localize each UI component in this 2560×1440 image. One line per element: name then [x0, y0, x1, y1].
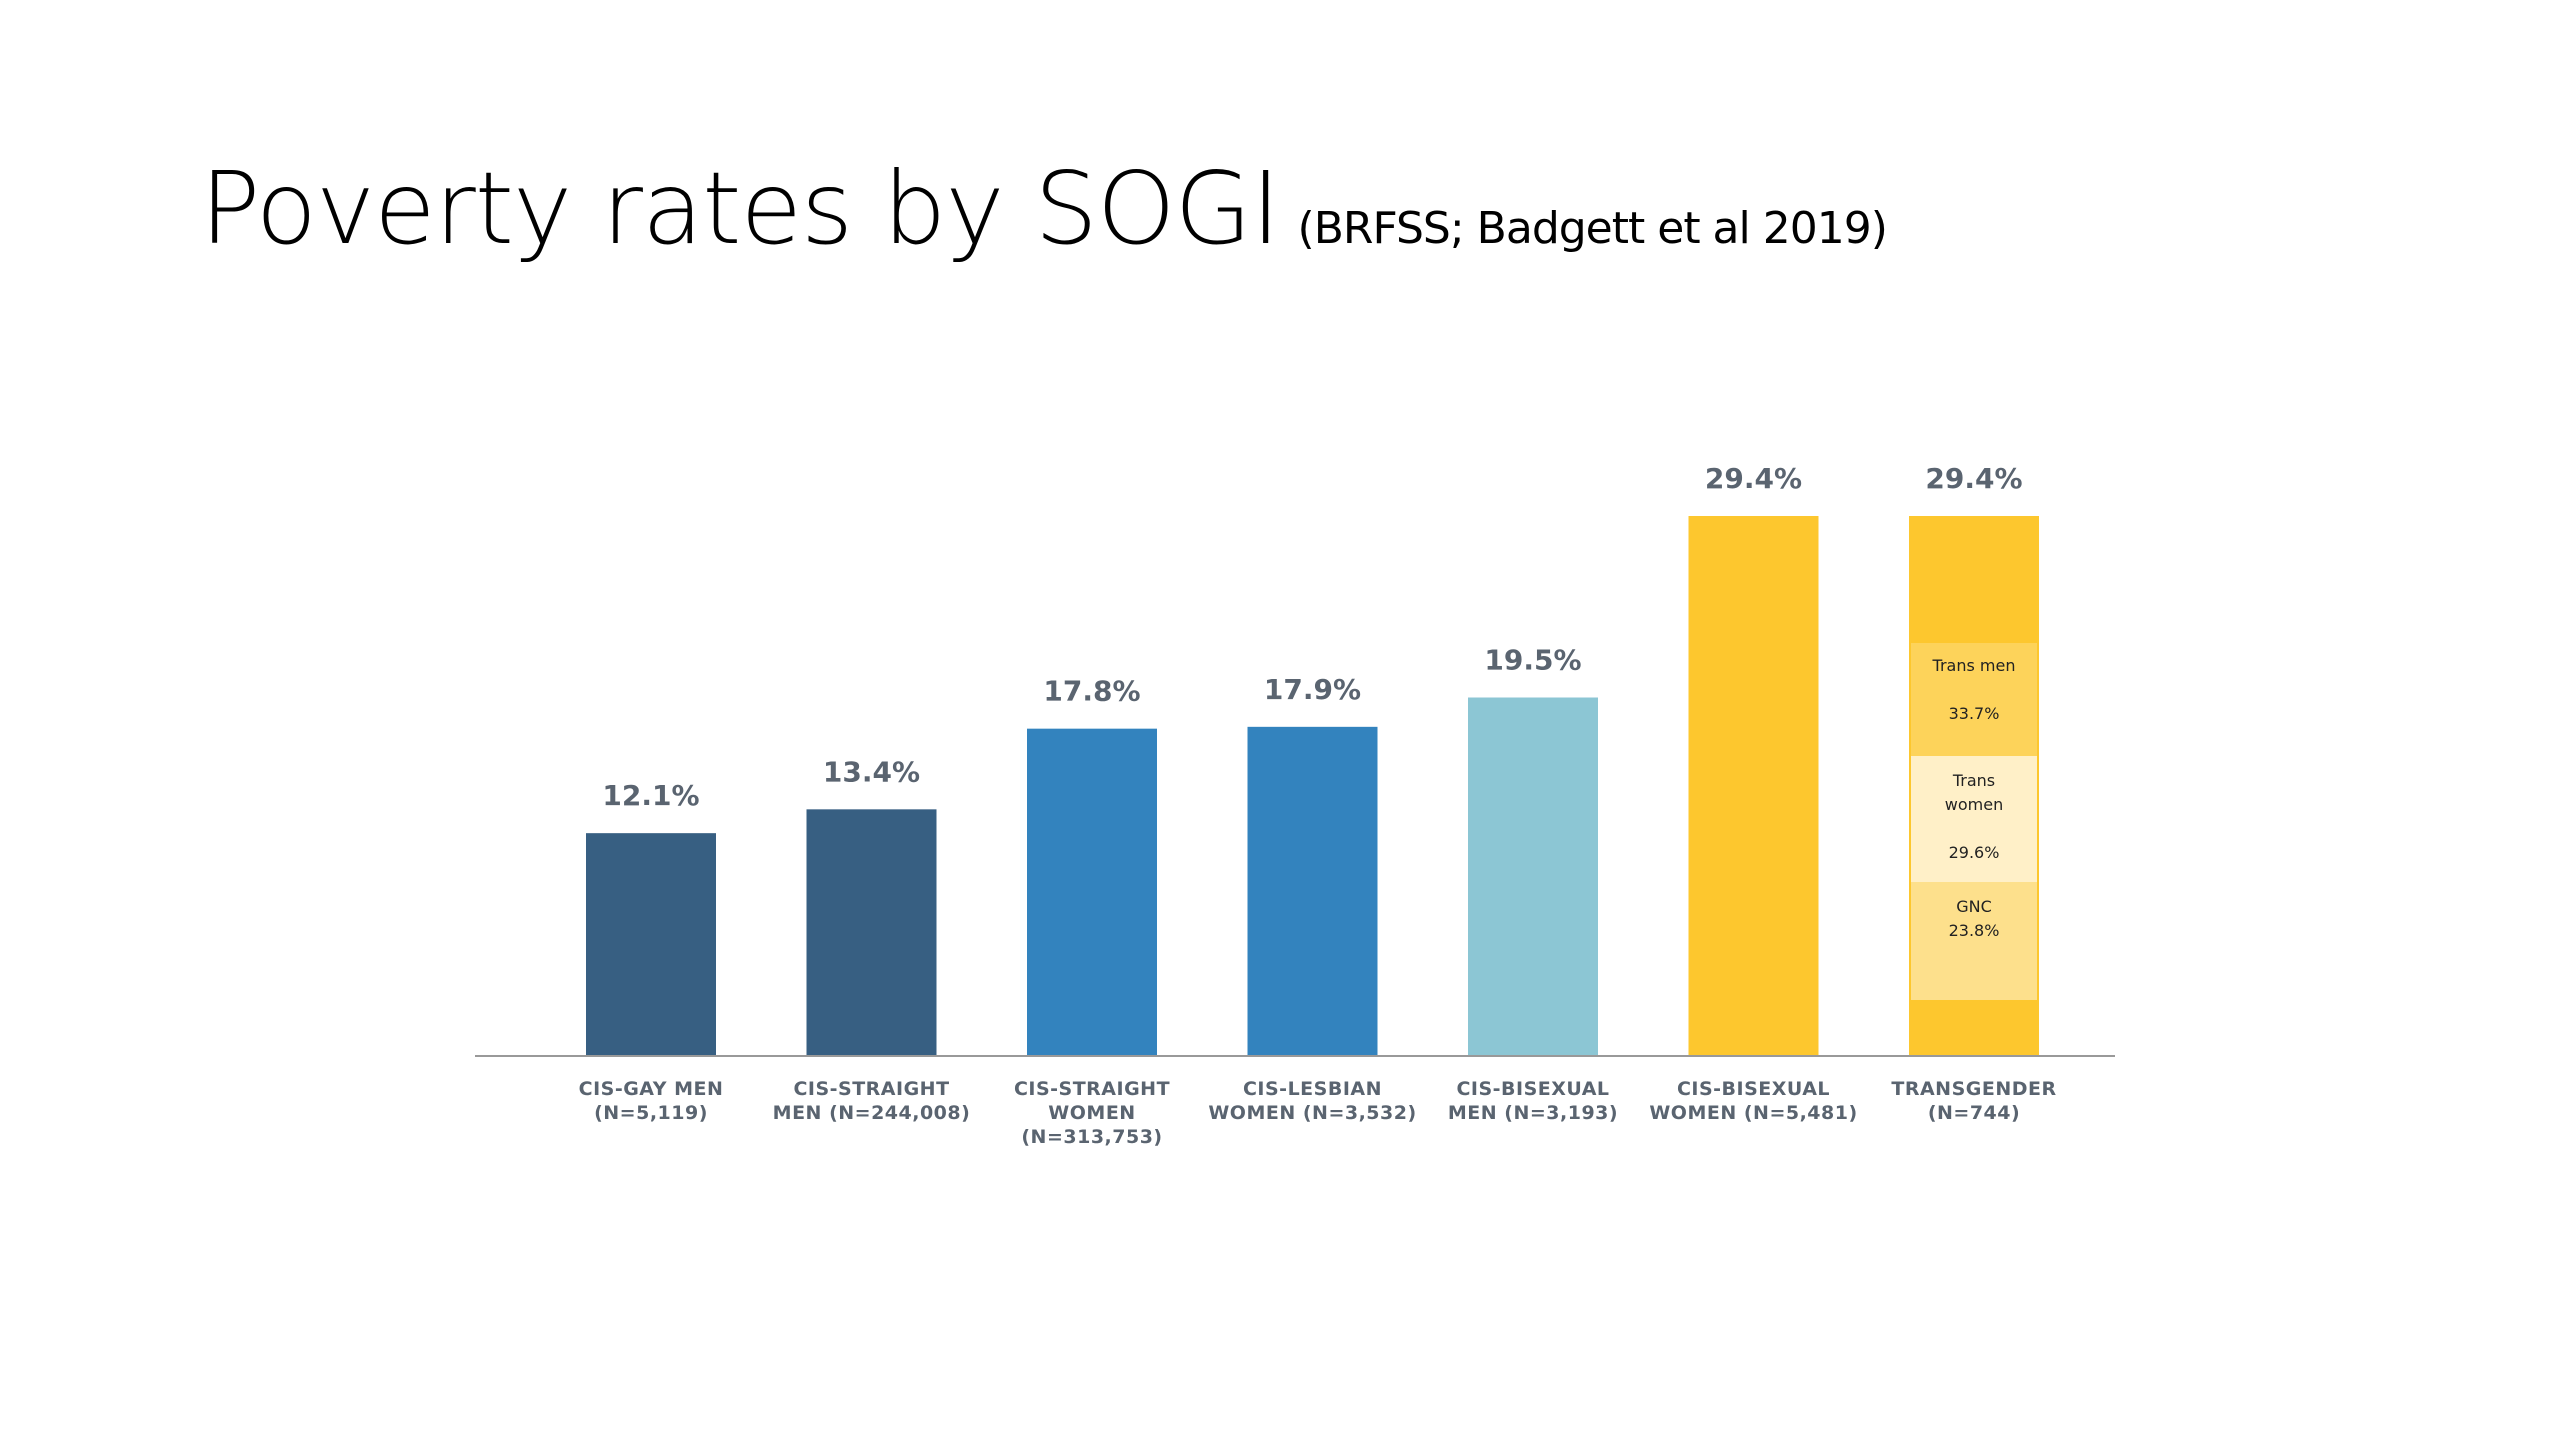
title-main: Poverty rates by SOGI — [200, 150, 1281, 267]
segment-value-1: 33.7% — [1949, 704, 2000, 723]
bar-3 — [1027, 728, 1157, 1055]
value-label-5: 19.5% — [1484, 644, 1581, 677]
transgender-segment-1 — [1911, 643, 2037, 756]
transgender-segment-2 — [1911, 756, 2037, 882]
segment-name-2-2: women — [1945, 795, 2003, 814]
bar-2 — [806, 809, 937, 1055]
slide-title: Poverty rates by SOGI (BRFSS; Badgett et … — [200, 150, 1888, 267]
bar-6 — [1688, 516, 1819, 1055]
category-label-2-1: CIS-STRAIGHT — [793, 1078, 949, 1100]
value-label-1: 12.1% — [602, 779, 699, 812]
segment-value-3: 23.8% — [1949, 921, 2000, 940]
category-label-3-2: WOMEN — [1048, 1102, 1135, 1124]
segment-name-3-1: GNC — [1956, 897, 1992, 916]
value-label-4: 17.9% — [1264, 673, 1361, 706]
category-label-6-2: WOMEN (N=5,481) — [1649, 1102, 1857, 1124]
value-label-3: 17.8% — [1043, 675, 1140, 708]
category-label-4-1: CIS-LESBIAN — [1243, 1078, 1382, 1100]
category-label-1-2: (N=5,119) — [594, 1102, 708, 1124]
category-label-1-1: CIS-GAY MEN — [579, 1078, 724, 1100]
title-source: (BRFSS; Badgett et al 2019) — [1297, 203, 1888, 254]
category-label-6-1: CIS-BISEXUAL — [1677, 1078, 1830, 1100]
segment-name-2-1: Trans — [1952, 771, 1995, 790]
category-label-5-1: CIS-BISEXUAL — [1456, 1078, 1609, 1100]
category-label-5-2: MEN (N=3,193) — [1448, 1102, 1618, 1124]
bar-4 — [1247, 726, 1378, 1055]
category-label-2-2: MEN (N=244,008) — [773, 1102, 971, 1124]
segment-value-2: 29.6% — [1949, 843, 2000, 862]
value-label-6: 29.4% — [1705, 462, 1802, 495]
category-label-3-3: (N=313,753) — [1021, 1126, 1162, 1148]
category-label-4-2: WOMEN (N=3,532) — [1208, 1102, 1416, 1124]
segment-name-1-1: Trans men — [1932, 656, 2016, 675]
transgender-segment-3 — [1911, 882, 2037, 1000]
value-label-7: 29.4% — [1925, 462, 2022, 495]
category-label-3-1: CIS-STRAIGHT — [1014, 1078, 1170, 1100]
category-label-7-2: (N=744) — [1928, 1102, 2020, 1124]
bar-1 — [586, 833, 716, 1055]
value-label-2: 13.4% — [823, 755, 920, 788]
category-label-7-1: TRANSGENDER — [1891, 1078, 2056, 1100]
bar-5 — [1468, 697, 1598, 1055]
